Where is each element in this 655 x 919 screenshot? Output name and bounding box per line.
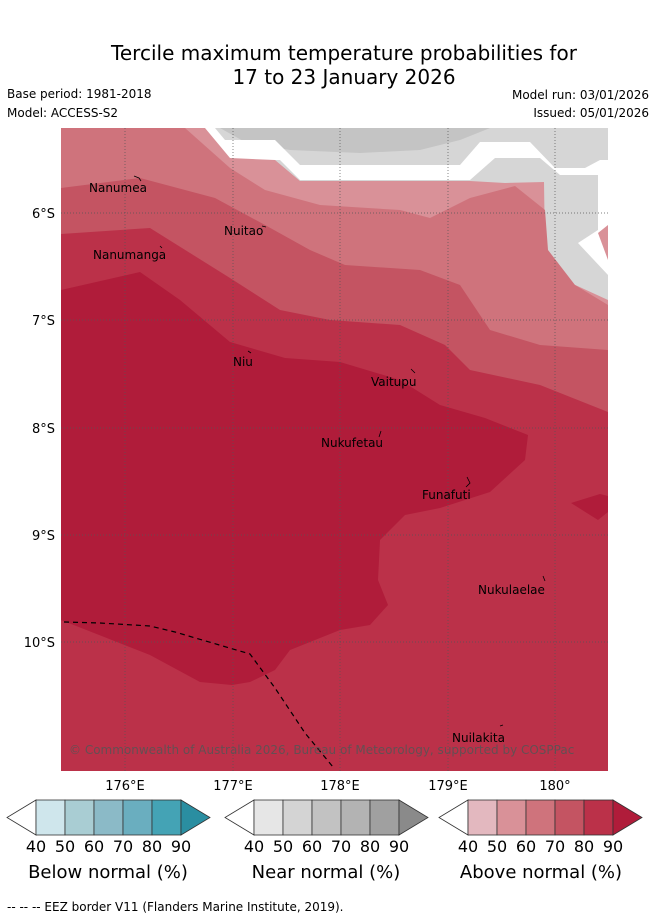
colorbars: 40 50 60 70 80 90 40 50 60 70 80 90 40 50 60 70 80 90 xyxy=(6,799,643,856)
lon-label-179e: 179°E xyxy=(428,779,468,794)
below-normal-tick-label: 40 xyxy=(26,837,46,856)
near-normal-low-arrow xyxy=(224,799,255,836)
lat-label-7s: 7°S xyxy=(32,314,55,329)
below-normal-swatch xyxy=(151,799,182,836)
near-normal-tick-label: 50 xyxy=(273,837,293,856)
place-nukufetau: Nukufetau xyxy=(321,436,383,450)
below-normal-tick-label: 70 xyxy=(113,837,133,856)
near-normal-tick-label: 60 xyxy=(302,837,322,856)
model-run: Model run: 03/01/2026 xyxy=(511,88,649,102)
above-normal-low-arrow xyxy=(438,799,469,836)
near-normal-tick-label: 40 xyxy=(244,837,264,856)
above-normal-swatch xyxy=(583,799,614,836)
below-normal-tick-label: 90 xyxy=(171,837,191,856)
near-normal-darker-region xyxy=(220,128,490,153)
below-normal-high-arrow xyxy=(180,799,211,836)
above-normal-tick-label: 40 xyxy=(458,837,478,856)
above-normal-tick-label: 70 xyxy=(545,837,565,856)
below-normal-label: Below normal (%) xyxy=(28,862,188,883)
near-normal-swatch xyxy=(340,799,371,836)
near-normal-tick-label: 80 xyxy=(360,837,380,856)
above-normal-tick-label: 50 xyxy=(487,837,507,856)
map-fill-layers xyxy=(61,128,608,771)
eez-footnote: -- -- -- EEZ border V11 (Flanders Marine… xyxy=(7,900,344,914)
above-normal-swatch xyxy=(467,799,498,836)
place-niu: Niu xyxy=(233,355,253,369)
below-normal-swatch xyxy=(35,799,66,836)
no-signal-gap xyxy=(200,128,608,275)
map-copyright: © Commonwealth of Australia 2026, Bureau… xyxy=(69,743,574,757)
above-normal-tick-label: 90 xyxy=(603,837,623,856)
lat-label-9s: 9°S xyxy=(32,529,55,544)
above-normal-label: Above normal (%) xyxy=(459,862,623,883)
lon-label-176e: 176°E xyxy=(105,779,145,794)
above-normal-tick-label: 80 xyxy=(574,837,594,856)
below-normal-tick-label: 50 xyxy=(55,837,75,856)
near-normal-swatch xyxy=(253,799,284,836)
map-title-line-2: 17 to 23 January 2026 xyxy=(232,65,456,89)
above-normal-tick-label: 60 xyxy=(516,837,536,856)
near-normal-swatch xyxy=(369,799,400,836)
lon-label-180: 180° xyxy=(539,779,570,794)
place-nanumanga: Nanumanga xyxy=(93,248,166,262)
near-normal-swatch xyxy=(282,799,313,836)
place-nuitao: Nuitao xyxy=(224,224,263,238)
base-period: Base period: 1981-2018 xyxy=(7,87,152,101)
near-normal-label: Near normal (%) xyxy=(251,862,401,883)
near-normal-swatch xyxy=(311,799,342,836)
place-vaitupu: Vaitupu xyxy=(371,375,417,389)
place-funafuti: Funafuti xyxy=(422,488,471,502)
map-title-line-1: Tercile maximum temperature probabilitie… xyxy=(111,41,577,65)
place-nanumea: Nanumea xyxy=(89,181,147,195)
lon-label-177e: 177°E xyxy=(213,779,253,794)
below-normal-tick-label: 60 xyxy=(84,837,104,856)
near-normal-high-arrow xyxy=(398,799,429,836)
below-normal-low-arrow xyxy=(6,799,37,836)
above-normal-swatch xyxy=(496,799,527,836)
issued-date: Issued: 05/01/2026 xyxy=(533,106,649,120)
graticule xyxy=(61,128,608,771)
near-normal-tick-label: 90 xyxy=(389,837,409,856)
lat-label-10s: 10°S xyxy=(24,636,55,651)
lat-label-8s: 8°S xyxy=(32,422,55,437)
below-normal-swatch xyxy=(64,799,95,836)
above-normal-swatch xyxy=(554,799,585,836)
below-normal-swatch xyxy=(93,799,124,836)
above-normal-swatch xyxy=(525,799,556,836)
lon-label-178e: 178°E xyxy=(320,779,360,794)
near-normal-tick-label: 70 xyxy=(331,837,351,856)
above-normal-high-arrow xyxy=(612,799,643,836)
above-normal-90-plus xyxy=(61,272,528,685)
place-nuilakita: Nuilakita xyxy=(452,731,505,745)
below-normal-swatch xyxy=(122,799,153,836)
place-nukulaelae: Nukulaelae xyxy=(478,583,545,597)
model-name: Model: ACCESS-S2 xyxy=(7,106,119,120)
island-shapes xyxy=(133,175,546,727)
below-normal-tick-label: 80 xyxy=(142,837,162,856)
lat-label-6s: 6°S xyxy=(32,207,55,222)
